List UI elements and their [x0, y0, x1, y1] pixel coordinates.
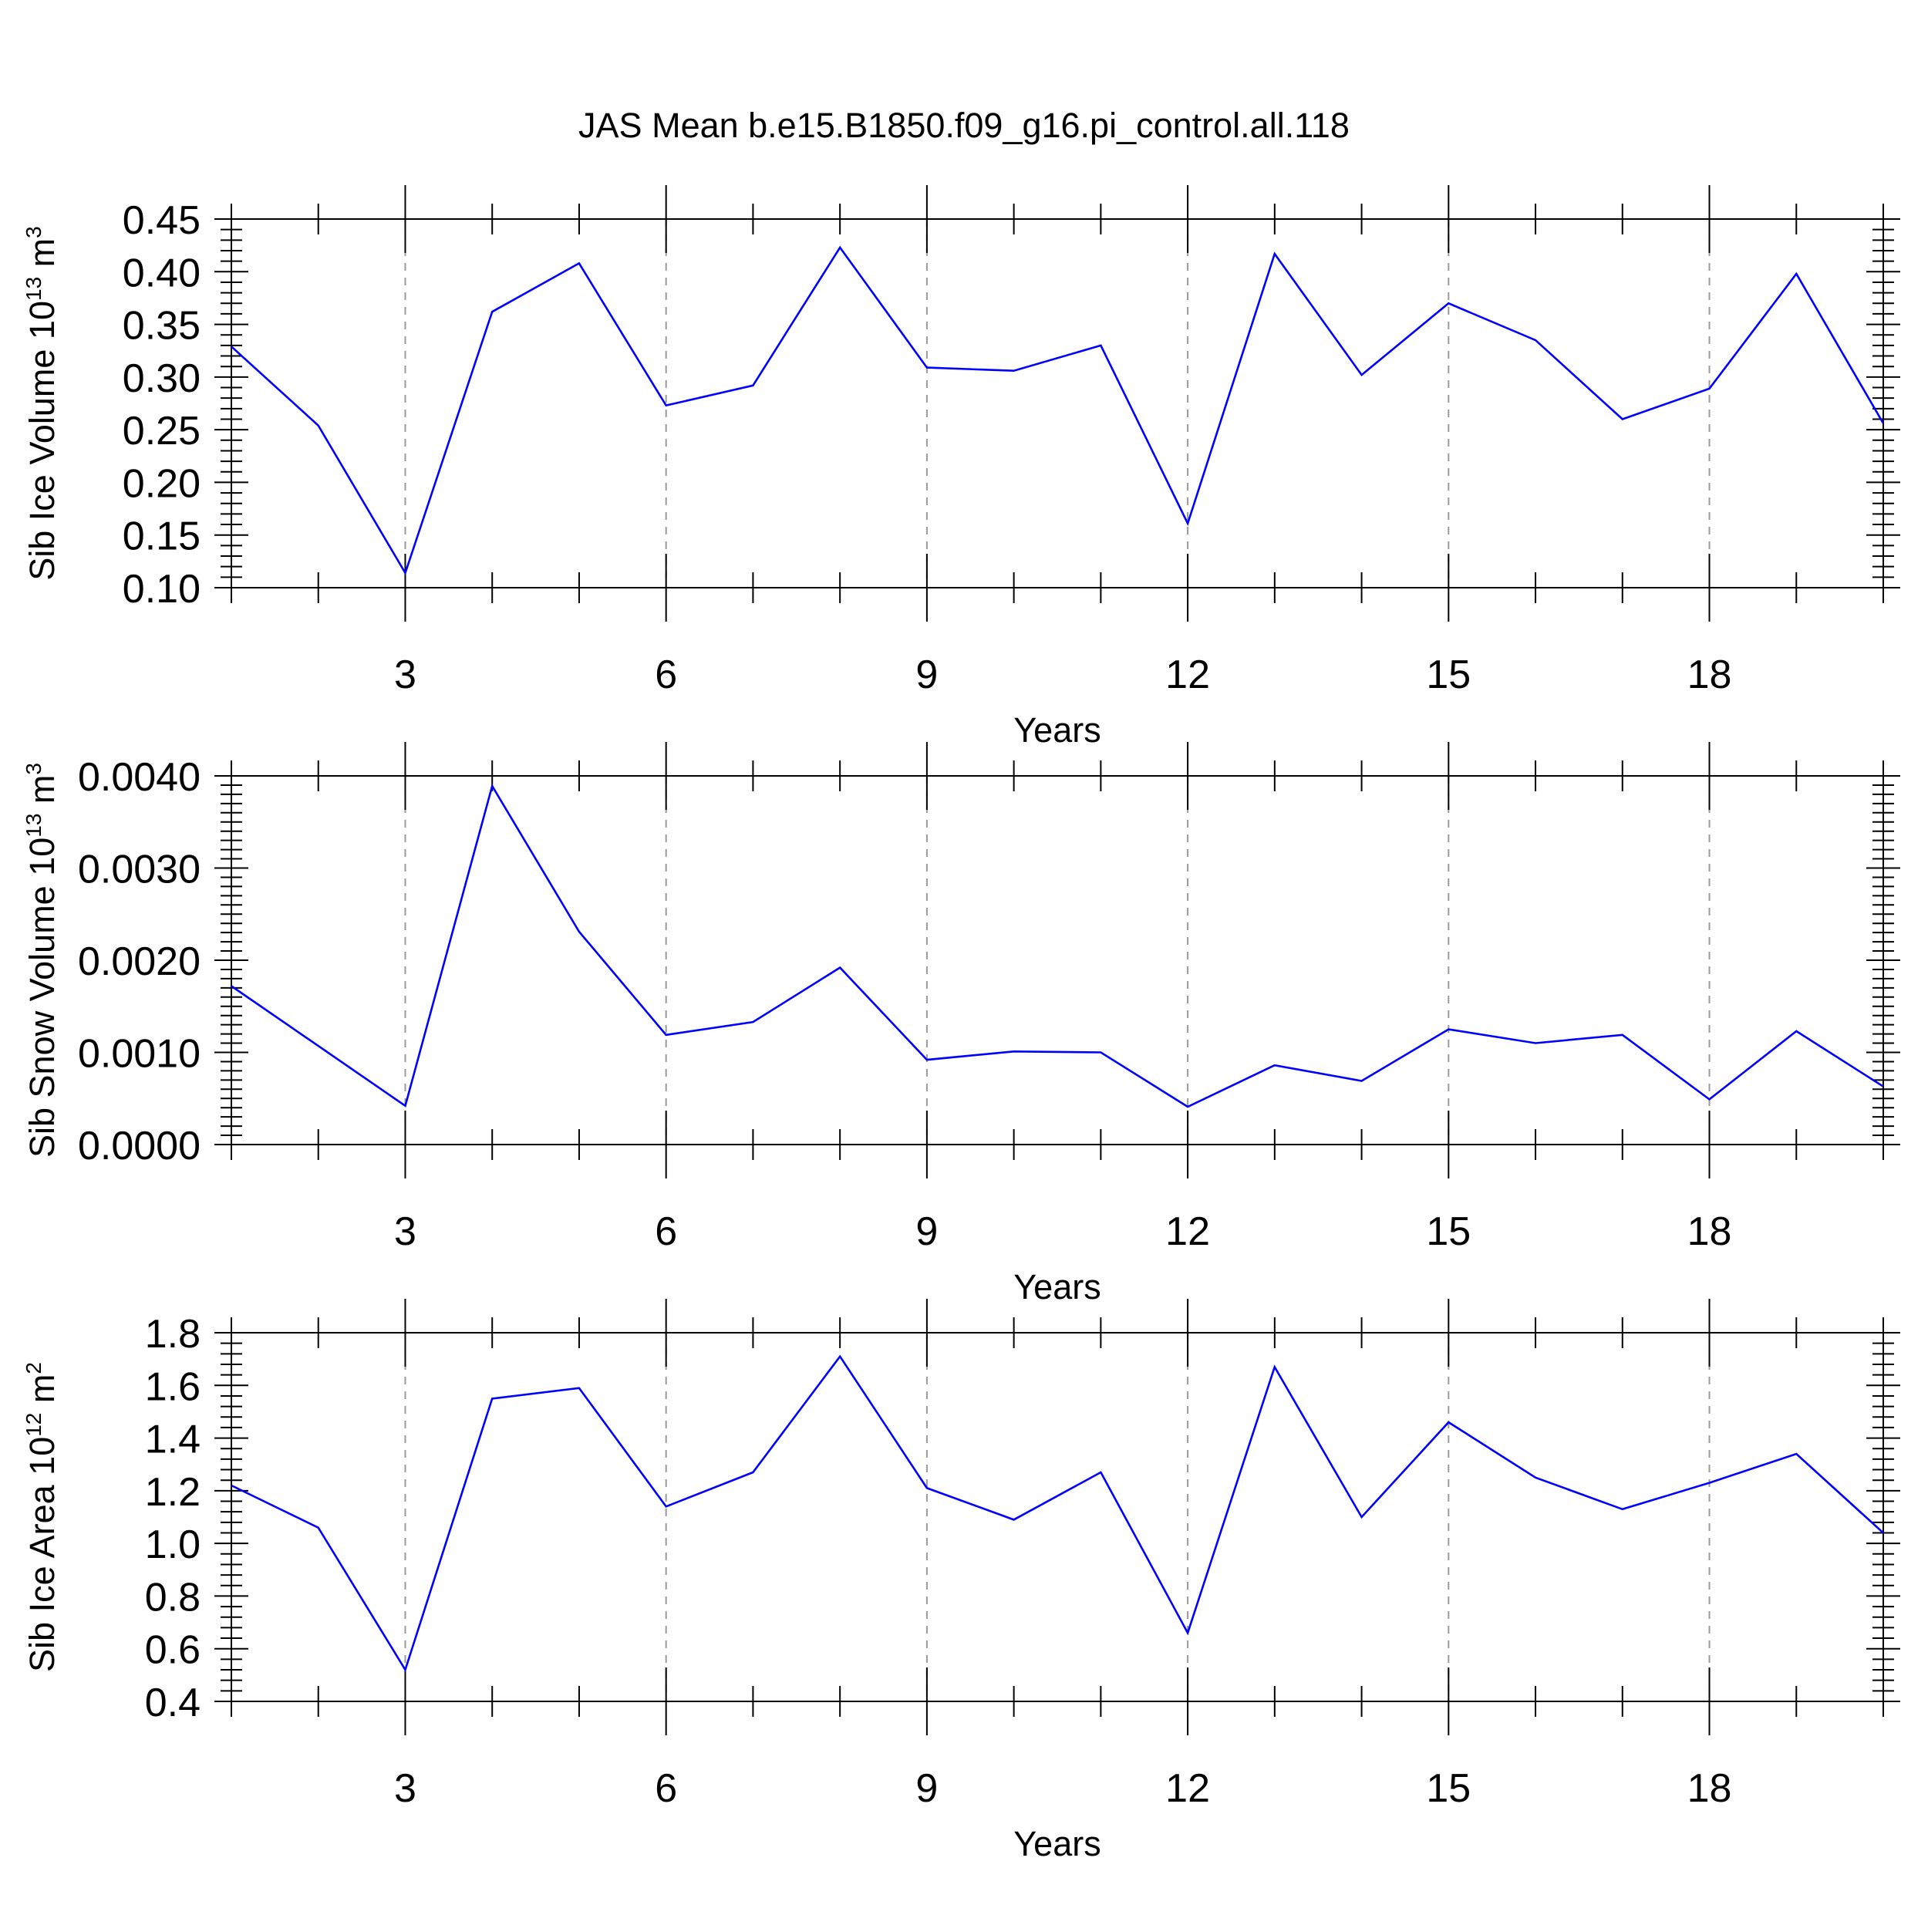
x-tick-label: 3 — [394, 1766, 416, 1811]
y-tick-label: 0.20 — [123, 461, 201, 506]
y-tick-label: 0.25 — [123, 409, 201, 453]
y-axis-title-unit-exponent: 3 — [22, 763, 46, 775]
y-tick-label: 0.0030 — [78, 848, 201, 892]
y-tick-label: 1.2 — [145, 1470, 201, 1515]
y-tick-label: 0.15 — [123, 514, 201, 559]
y-tick-label: 0.30 — [123, 356, 201, 401]
series-line — [231, 786, 1883, 1107]
y-tick-label: 0.0040 — [78, 755, 201, 800]
y-axis-title-exponent: 12 — [22, 1413, 46, 1437]
x-tick-label: 15 — [1426, 1766, 1471, 1811]
y-tick-label: 1.0 — [145, 1522, 201, 1567]
x-tick-label: 3 — [394, 652, 416, 697]
x-tick-label: 18 — [1687, 652, 1732, 697]
x-tick-label: 9 — [915, 652, 938, 697]
x-tick-label: 9 — [915, 1766, 938, 1811]
plot-frame — [231, 219, 1883, 588]
panel-ice-area: 3 6 9 12 15 18 0.4 0.6 0.8 1.0 1.2 1.4 1.6 1.8 Years Si… — [22, 1299, 1900, 1863]
x-tick-label: 12 — [1165, 1209, 1210, 1254]
x-axis-title: Years — [1013, 710, 1101, 750]
x-tick-label: 15 — [1426, 652, 1471, 697]
y-tick-label: 0.45 — [123, 198, 201, 243]
plot-frame — [231, 1333, 1883, 1701]
series-line — [231, 248, 1883, 573]
y-axis-title-text: Sib Snow Volume 10 — [22, 838, 62, 1158]
y-tick-label: 0.40 — [123, 251, 201, 295]
y-axis-title-unit-exponent: 2 — [22, 1362, 46, 1374]
figure-title: JAS Mean b.e15.B1850.f09_g16.pi_control.… — [578, 106, 1350, 145]
y-tick-label: 0.0010 — [78, 1032, 201, 1077]
y-tick-label: 0.0000 — [78, 1124, 201, 1168]
y-tick-label: 1.8 — [145, 1312, 201, 1357]
y-axis-title-text: Sib Ice Area 10 — [22, 1437, 62, 1672]
y-tick-label: 0.0020 — [78, 939, 201, 984]
y-axis-title: Sib Ice Area 1012 m2 — [22, 1362, 62, 1672]
y-tick-label: 0.4 — [145, 1681, 201, 1725]
y-tick-label: 1.6 — [145, 1364, 201, 1409]
y-tick-label: 0.10 — [123, 567, 201, 612]
y-tick-label: 0.35 — [123, 304, 201, 349]
y-tick-label: 0.8 — [145, 1575, 201, 1620]
x-axis-title: Years — [1013, 1824, 1101, 1863]
x-tick-label: 18 — [1687, 1209, 1732, 1254]
y-tick-label: 0.6 — [145, 1628, 201, 1673]
x-tick-label: 18 — [1687, 1766, 1732, 1811]
x-tick-label: 6 — [655, 1766, 677, 1811]
y-axis-title-text: Sib Ice Volume 10 — [22, 301, 62, 581]
y-axis-title-unit: m — [22, 238, 62, 277]
x-tick-label: 12 — [1165, 652, 1210, 697]
y-axis-title-unit: m — [22, 1374, 62, 1413]
y-tick-label: 1.4 — [145, 1418, 201, 1462]
y-axis-title: Sib Ice Volume 1013 m3 — [22, 226, 62, 580]
y-axis-title: Sib Snow Volume 1013 m3 — [22, 763, 62, 1158]
y-axis-title-exponent: 13 — [22, 814, 46, 838]
x-tick-label: 6 — [655, 1209, 677, 1254]
x-tick-label: 15 — [1426, 1209, 1471, 1254]
y-axis-title-unit: m — [22, 775, 62, 814]
x-tick-label: 6 — [655, 652, 677, 697]
panel-snow-volume: 3 6 9 12 15 18 0.0000 0.0010 0.0020 0.0030 0.0040 Y… — [22, 742, 1900, 1307]
x-tick-label: 3 — [394, 1209, 416, 1254]
y-axis-title-exponent: 13 — [22, 277, 46, 301]
x-axis-title: Years — [1013, 1267, 1101, 1307]
panel-ice-volume: 3 6 9 12 15 18 0.10 0.15 0.20 0.25 0.30 0.35 0.40 0.4… — [22, 185, 1900, 750]
x-tick-label: 9 — [915, 1209, 938, 1254]
y-axis-title-unit-exponent: 3 — [22, 226, 46, 238]
x-tick-label: 12 — [1165, 1766, 1210, 1811]
series-line — [231, 1357, 1883, 1670]
